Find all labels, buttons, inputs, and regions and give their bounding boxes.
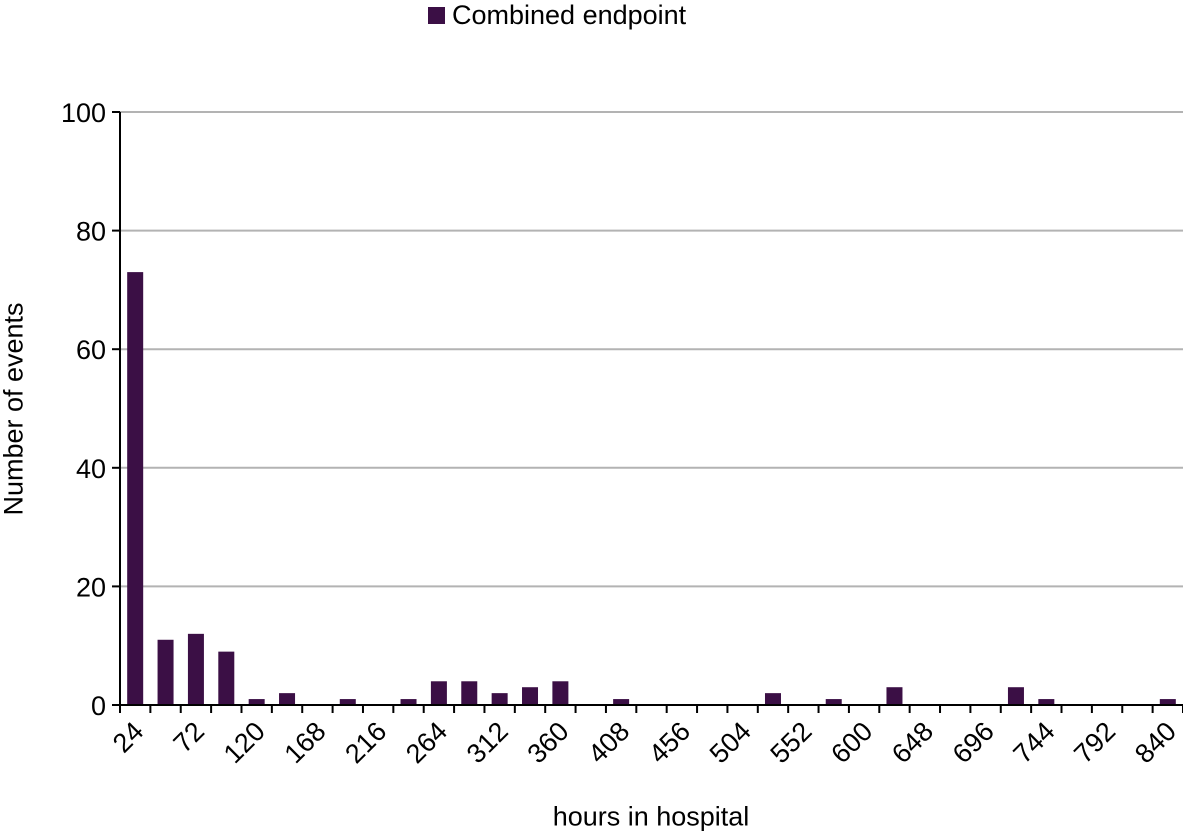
bar [764,693,781,705]
x-tick-label: 744 [1007,716,1060,769]
y-tick-label: 0 [91,691,106,721]
x-tick-label: 24 [107,716,149,758]
y-tick-label: 20 [76,572,106,602]
bar [461,681,478,705]
x-tick-label: 408 [582,716,635,769]
legend: Combined endpoint [428,0,686,30]
x-tick-label: 504 [704,716,757,769]
x-tick-label: 120 [218,716,271,769]
x-tick-label: 648 [886,716,939,769]
y-tick-label: 100 [61,98,106,128]
x-tick-label: 600 [825,716,878,769]
bar [187,633,204,705]
bar [430,681,447,705]
bar [886,687,903,705]
bar [1159,699,1176,705]
x-tick-label: 360 [522,716,575,769]
x-tick-label: 216 [339,716,392,769]
x-tick-label: 840 [1129,716,1182,769]
x-tick-label: 552 [765,716,818,769]
bar [613,699,630,705]
bar [522,687,539,705]
bar [248,699,265,705]
y-axis-title: Number of events [0,302,29,516]
bar [127,272,144,705]
y-tick-label: 40 [76,454,106,484]
x-tick-label: 792 [1068,716,1121,769]
x-tick-label: 264 [400,716,453,769]
legend-swatch [428,6,445,24]
y-tick-label: 80 [76,217,106,247]
bar [825,699,842,705]
bar [1007,687,1024,705]
x-tick-label: 168 [279,716,332,769]
bar [279,693,296,705]
bar [157,639,174,705]
x-tick-label: 456 [643,716,696,769]
bar [218,651,235,705]
x-axis-title: hours in hospital [552,801,750,832]
bar [1038,699,1055,705]
bar [491,693,508,705]
legend-label: Combined endpoint [452,0,687,30]
y-tick-label: 60 [76,335,106,365]
bar [400,699,417,705]
x-tick-label: 696 [947,716,1000,769]
x-tick-label: 312 [461,716,514,769]
bar [552,681,569,705]
bar [339,699,356,705]
x-tick-label: 72 [168,716,210,758]
